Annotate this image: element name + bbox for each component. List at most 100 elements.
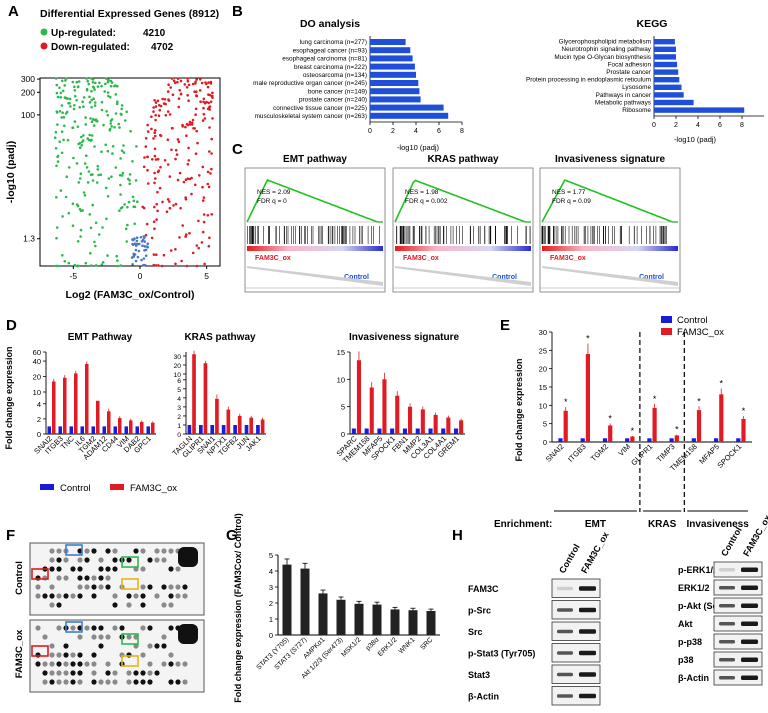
volcano-point-down bbox=[179, 206, 182, 210]
volcano-point-up bbox=[60, 151, 64, 155]
volcano-point-up bbox=[136, 200, 139, 203]
volcano-point-up bbox=[88, 101, 92, 104]
f-spot bbox=[175, 566, 181, 572]
volcano-point-up bbox=[94, 221, 98, 225]
volcano-point-up bbox=[115, 254, 118, 258]
e-ytick-label: 10 bbox=[539, 401, 547, 410]
e-bar-ox bbox=[608, 425, 613, 442]
volcano-point-ns bbox=[131, 238, 134, 241]
volcano-xtick-label: -5 bbox=[70, 271, 78, 281]
d-kras-ytick-label: 0 bbox=[177, 432, 181, 439]
volcano-point-up bbox=[106, 91, 110, 94]
g-ylabel-text: Fold change expression (FAM3Cox/ Control… bbox=[233, 513, 243, 703]
f-spot bbox=[91, 548, 97, 554]
gsea-ranked-metric bbox=[395, 266, 531, 286]
volcano-point-down bbox=[158, 108, 162, 112]
volcano-point-up bbox=[54, 147, 58, 150]
volcano-point-up bbox=[89, 139, 92, 142]
f-spot bbox=[49, 661, 55, 667]
volcano-point-up bbox=[76, 204, 80, 208]
volcano-point-up bbox=[54, 77, 58, 80]
f-spot bbox=[126, 557, 132, 563]
volcano-point-down bbox=[171, 93, 175, 96]
gsea-fdr: FDR q = 0.002 bbox=[405, 198, 448, 205]
kegg-bar bbox=[654, 84, 682, 90]
volcano-point-down bbox=[187, 159, 191, 162]
volcano-point-ns bbox=[141, 244, 144, 247]
volcano-point-down bbox=[165, 210, 169, 213]
volcano-point-up bbox=[61, 89, 65, 93]
volcano-point-up bbox=[113, 126, 116, 129]
d-inv-bar-ox bbox=[369, 387, 374, 434]
f-spot bbox=[63, 593, 69, 599]
d-emt-bar-ox bbox=[107, 411, 111, 434]
f-spot bbox=[35, 661, 41, 667]
volcano-point-up bbox=[55, 91, 59, 95]
f-spot bbox=[154, 557, 160, 563]
volcano-point-up bbox=[85, 154, 88, 157]
d-kras-title: KRAS pathway bbox=[184, 332, 256, 343]
h-left-blot-strip bbox=[551, 600, 601, 620]
volcano-point-up bbox=[62, 138, 65, 142]
volcano-point-down bbox=[181, 125, 184, 128]
d-emt-bar-control bbox=[102, 426, 107, 434]
volcano-point-up bbox=[78, 177, 82, 180]
volcano-point-ns bbox=[144, 254, 148, 257]
volcano-point-ns bbox=[141, 238, 145, 242]
d-inv-bar-ox bbox=[433, 414, 438, 434]
d-kras-ytick-label: 3 bbox=[177, 405, 181, 412]
kegg-bar bbox=[654, 39, 675, 45]
h-left-band-ox bbox=[579, 650, 596, 656]
f-spot bbox=[168, 548, 174, 554]
d-kras-ytick-label: 2 bbox=[177, 414, 181, 421]
h-right-band-label: ERK1/2 bbox=[678, 583, 710, 593]
f-highlight-box-blue bbox=[65, 621, 83, 633]
volcano-point-up bbox=[92, 118, 96, 122]
legend-down-count: 4702 bbox=[151, 42, 174, 53]
volcano-point-down bbox=[177, 105, 180, 109]
volcano-point-ns bbox=[137, 249, 141, 253]
volcano-point-down bbox=[203, 262, 206, 266]
e-significance-star: * bbox=[653, 394, 657, 404]
volcano-point-ns bbox=[131, 263, 134, 266]
volcano-point-down bbox=[210, 137, 213, 141]
f-spot bbox=[168, 584, 174, 590]
volcano-point-down bbox=[150, 236, 154, 240]
volcano-point-down bbox=[154, 129, 157, 132]
d-legend-ox-swatch bbox=[110, 484, 124, 490]
volcano-point-up bbox=[101, 226, 104, 229]
volcano-point-up bbox=[60, 130, 64, 133]
f-spot bbox=[105, 584, 111, 590]
volcano-point-up bbox=[73, 94, 77, 98]
panel-letter-a: A bbox=[8, 3, 19, 20]
panel-letter-h: H bbox=[452, 527, 463, 544]
g-category-label: ERK1/2 bbox=[377, 636, 399, 658]
volcano-point-down bbox=[195, 78, 198, 81]
f-spot bbox=[49, 557, 55, 563]
e-bar-control bbox=[647, 438, 652, 442]
g-bar bbox=[300, 568, 310, 635]
volcano-point-down bbox=[146, 168, 149, 172]
volcano-point-down bbox=[153, 205, 156, 209]
f-spot bbox=[105, 634, 111, 640]
f-spot bbox=[112, 548, 118, 554]
d-kras-bar-control bbox=[210, 425, 215, 434]
f-spot bbox=[161, 548, 167, 554]
volcano-point-down bbox=[191, 118, 195, 122]
gsea-control-label: Control bbox=[344, 274, 369, 281]
volcano-point-up bbox=[80, 140, 84, 144]
do-category-label: musculoskeletal system cancer (n=263) bbox=[255, 113, 367, 120]
d-emt-bar-control bbox=[58, 426, 63, 434]
volcano-point-down bbox=[157, 169, 161, 172]
volcano-point-up bbox=[63, 260, 67, 263]
e-bar-ox bbox=[630, 436, 635, 442]
volcano-point-ns bbox=[131, 243, 135, 246]
volcano-point-up bbox=[55, 83, 59, 87]
kegg-category-label: Ribosome bbox=[622, 107, 651, 114]
f-spot bbox=[63, 652, 69, 658]
e-bar-ox bbox=[652, 407, 657, 442]
volcano-point-down bbox=[153, 171, 156, 175]
volcano-point-up bbox=[56, 123, 59, 126]
volcano-point-down bbox=[174, 248, 177, 251]
d-kras-ytick-label: 1 bbox=[177, 423, 181, 430]
